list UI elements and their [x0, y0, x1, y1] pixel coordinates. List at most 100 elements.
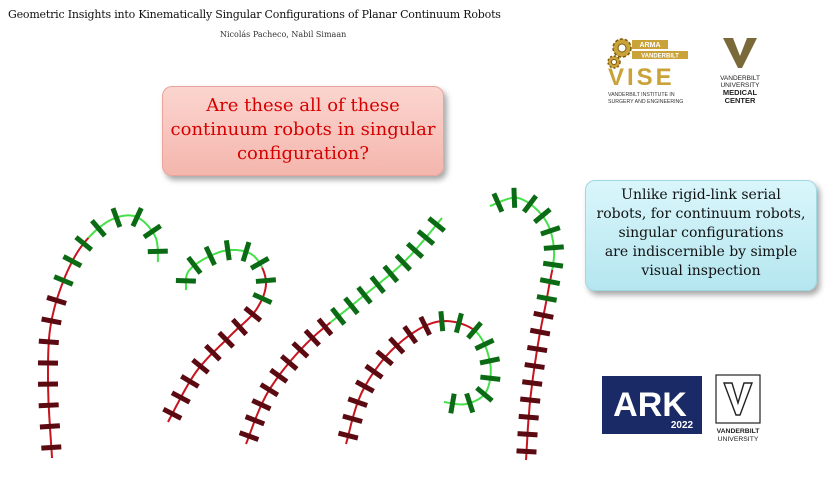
spacer-disk	[240, 241, 252, 262]
robot-1	[37, 206, 168, 459]
vumc-logo: VANDERBILT UNIVERSITY MEDICAL CENTER	[720, 38, 760, 105]
spacer-disk	[255, 277, 277, 284]
robot-4	[337, 311, 501, 445]
spacer-disk	[356, 285, 373, 305]
spacer-disk	[347, 396, 368, 408]
spacer-disk	[110, 207, 123, 228]
spacer-disk	[448, 393, 457, 414]
spacer-disk	[475, 385, 494, 403]
spacer-disk	[369, 275, 386, 294]
spacer-disk	[243, 305, 263, 323]
question-line: continuum robots in singular	[170, 119, 436, 140]
spacer-disk	[511, 187, 518, 208]
spacer-disk	[521, 194, 539, 214]
spacer-disk	[203, 245, 217, 267]
spacer-disk	[540, 225, 561, 237]
spacer-disk	[259, 382, 280, 398]
vise-subtitle: VANDERBILT INSTITUTE IN	[608, 92, 675, 98]
ark-logo: ARK 2022	[602, 376, 702, 434]
spacer-disk	[466, 321, 483, 340]
spacer-disk	[223, 239, 232, 261]
v-oak-leaf-icon	[723, 38, 757, 68]
spacer-disk	[38, 402, 59, 409]
spacer-disk	[516, 448, 537, 455]
spacer-disk	[519, 396, 541, 404]
answer-line: robots, for continuum robots,	[596, 206, 806, 222]
spacer-disk	[175, 277, 196, 284]
answer-line: singular configurations	[618, 225, 784, 241]
spacer-disk	[180, 374, 200, 389]
vu-line: UNIVERSITY	[718, 436, 759, 443]
spacer-disk	[418, 315, 432, 336]
robot-3	[238, 216, 446, 445]
spacer-disk	[464, 392, 476, 414]
proximal-segment	[167, 267, 267, 423]
spacer-disk	[252, 292, 273, 305]
spacer-disk	[244, 414, 266, 427]
page-title: Geometric Insights into Kinematically Si…	[8, 8, 501, 21]
spacer-disk	[41, 444, 62, 451]
spacer-disk	[142, 223, 162, 240]
spacer-disk	[402, 325, 419, 345]
answer-line: are indiscernible by simple	[604, 244, 798, 260]
spacer-disk	[230, 317, 249, 337]
vumc-line: VANDERBILT	[720, 75, 760, 82]
v-oak-leaf-icon	[722, 382, 754, 416]
spacer-disk	[38, 338, 59, 346]
spacer-disk	[539, 277, 561, 286]
spacer-disk	[291, 341, 310, 359]
spacer-disk	[491, 192, 505, 213]
spacer-disk	[354, 379, 375, 394]
vise-logo: ARMA VANDERBILT VISE VANDERBILT INSTITUT…	[607, 38, 688, 105]
gear-icon	[612, 38, 632, 58]
spacer-disk	[249, 256, 270, 271]
vu-line: VANDERBILT	[717, 428, 761, 435]
spacer-disk	[526, 344, 548, 354]
spacer-disk	[416, 229, 436, 246]
ark-wordmark: ARK	[613, 386, 687, 424]
proximal-segment	[245, 321, 332, 445]
robot-5	[489, 187, 564, 461]
ark-year: 2022	[671, 420, 694, 431]
spacer-disk	[316, 317, 334, 337]
vise-subtitle: SURGERY AND ENGINEERING	[608, 99, 683, 105]
proximal-segment	[345, 319, 475, 445]
vise-badge-bottom: VANDERBILT	[641, 54, 679, 60]
spacer-disk	[279, 354, 299, 371]
spacer-disk	[342, 413, 363, 424]
spacer-disk	[438, 311, 446, 332]
spacer-disk	[303, 328, 321, 347]
spacer-disk	[542, 260, 564, 269]
spacer-disk	[147, 248, 168, 255]
spacer-disk	[394, 253, 413, 272]
spacer-disk	[543, 244, 564, 251]
spacer-disk	[238, 430, 260, 442]
spacer-disk	[518, 413, 539, 421]
authors: Nicolás Pacheco, Nabil Simaan	[220, 30, 347, 39]
vise-wordmark: VISE	[608, 64, 675, 91]
spacer-disk	[375, 349, 394, 367]
vise-badge-top: ARMA	[640, 42, 661, 49]
spacer-disk	[337, 430, 359, 441]
spacer-disk	[37, 360, 59, 366]
spacer-disk	[388, 336, 406, 355]
spacer-disk	[39, 423, 61, 430]
answer-line: Unlike rigid-link serial	[621, 187, 781, 203]
spacer-disk	[479, 356, 501, 366]
question-line: Are these all of these	[206, 95, 400, 116]
vumc-line: MEDICAL	[723, 88, 758, 97]
gear-icon	[607, 55, 621, 69]
spacer-disk	[186, 255, 203, 275]
answer-line: visual inspection	[641, 263, 761, 279]
spacer-disk	[364, 363, 384, 380]
robot-2	[162, 239, 277, 423]
vumc-line: CENTER	[725, 96, 756, 105]
spacer-disk	[37, 381, 59, 387]
distal-segment	[87, 214, 159, 263]
spacer-disk	[269, 367, 289, 384]
spacer-disk	[524, 362, 545, 370]
spacer-disk	[533, 310, 554, 320]
spacer-disk	[251, 398, 272, 412]
spacer-disk	[453, 312, 464, 334]
